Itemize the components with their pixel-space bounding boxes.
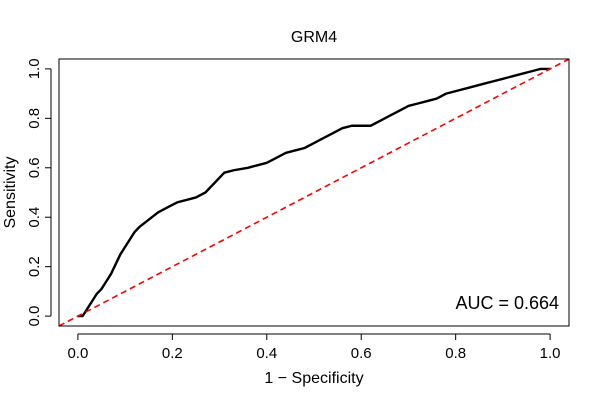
chart-title: GRM4 <box>291 29 337 46</box>
x-axis-label: 1 − Specificity <box>264 370 363 387</box>
y-tick-label: 0.6 <box>26 157 43 178</box>
y-tick-label: 0.2 <box>26 256 43 277</box>
x-tick-label: 1.0 <box>540 345 561 362</box>
y-tick-label: 0.8 <box>26 108 43 129</box>
x-tick-label: 0.4 <box>256 345 277 362</box>
x-tick-label: 0.6 <box>351 345 372 362</box>
roc-curve-line <box>77 67 551 318</box>
y-axis-label: Sensitivity <box>2 156 19 228</box>
x-axis: 0.0 0.2 0.4 0.6 0.8 1.0 <box>67 333 561 362</box>
reference-diagonal-line <box>59 59 569 326</box>
y-tick-label: 0.4 <box>26 207 43 228</box>
x-tick-label: 0.8 <box>445 345 466 362</box>
plot-frame <box>58 58 570 327</box>
x-tick-label: 0.2 <box>162 345 183 362</box>
x-tick-label: 0.0 <box>67 345 88 362</box>
y-tick-label: 1.0 <box>26 58 43 79</box>
y-axis: 0.0 0.2 0.4 0.6 0.8 1.0 <box>26 58 52 327</box>
auc-annotation: AUC = 0.664 <box>455 293 559 313</box>
plot-area <box>59 59 569 326</box>
y-tick-label: 0.0 <box>26 306 43 327</box>
